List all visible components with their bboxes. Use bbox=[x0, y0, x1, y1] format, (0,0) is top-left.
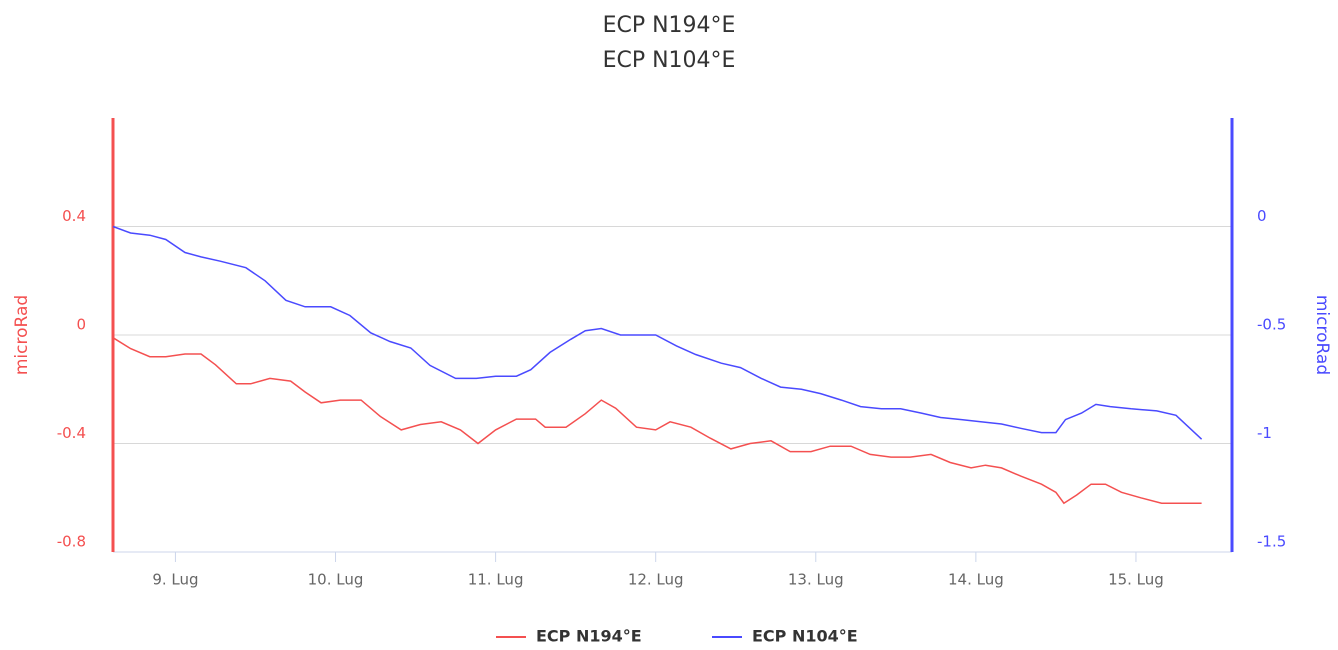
chart-subtitle: ECP N104°E bbox=[603, 48, 736, 73]
data-line bbox=[112, 225, 1203, 440]
y-tick-label: 0 bbox=[76, 316, 86, 334]
y-tick-label: 0.4 bbox=[62, 207, 86, 225]
y-tick-label: -0.8 bbox=[57, 533, 86, 551]
x-tick-label: 10. Lug bbox=[308, 571, 364, 589]
x-tick-label: 9. Lug bbox=[152, 571, 198, 589]
data-line bbox=[112, 337, 1202, 505]
x-tick-label: 12. Lug bbox=[628, 571, 684, 589]
x-tick-label: 15. Lug bbox=[1108, 571, 1164, 589]
x-tick-label: 13. Lug bbox=[788, 571, 844, 589]
y2-tick-label: -0.5 bbox=[1257, 316, 1286, 334]
y-axis-label: microRad bbox=[12, 295, 32, 375]
y2-tick-label: -1.5 bbox=[1257, 533, 1286, 551]
chart-title: ECP N194°E bbox=[603, 13, 736, 38]
x-tick-label: 14. Lug bbox=[948, 571, 1004, 589]
y2-axis-label: microRad bbox=[1312, 295, 1332, 375]
y-tick-label: -0.4 bbox=[57, 424, 86, 442]
y2-tick-label: 0 bbox=[1257, 207, 1267, 225]
legend-label: ECP N194°E bbox=[536, 627, 642, 646]
x-tick-label: 11. Lug bbox=[468, 571, 524, 589]
y2-tick-label: -1 bbox=[1257, 424, 1272, 442]
legend-label: ECP N104°E bbox=[752, 627, 858, 646]
